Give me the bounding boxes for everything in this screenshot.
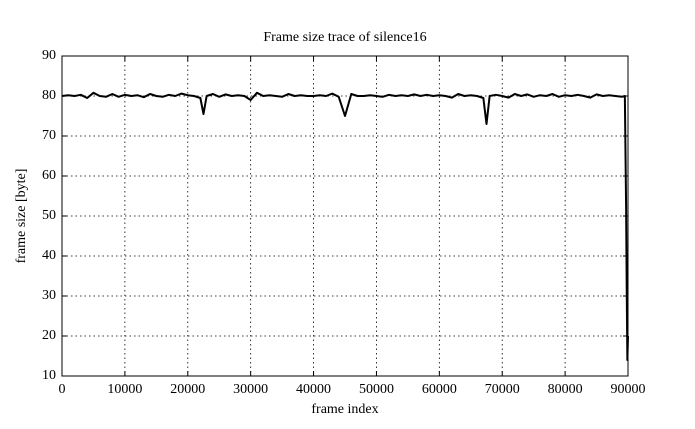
x-tick-label: 80000 [548, 382, 583, 397]
y-tick-label: 20 [42, 328, 56, 343]
x-axis-label: frame index [311, 402, 378, 417]
x-tick-label: 0 [59, 382, 66, 397]
chart-title: Frame size trace of silence16 [263, 30, 426, 45]
x-tick-label: 60000 [422, 382, 457, 397]
x-tick-label: 30000 [233, 382, 268, 397]
x-tick-label: 10000 [107, 382, 142, 397]
x-tick-label: 90000 [611, 382, 646, 397]
y-axis-label: frame size [byte] [14, 169, 29, 264]
y-tick-label: 80 [42, 88, 56, 103]
y-tick-label: 60 [42, 168, 56, 183]
y-tick-label: 90 [42, 48, 56, 63]
y-tick-label: 50 [42, 208, 56, 223]
y-tick-label: 40 [42, 248, 56, 263]
x-tick-label: 50000 [359, 382, 394, 397]
x-tick-label: 70000 [485, 382, 520, 397]
y-tick-label: 70 [42, 128, 56, 143]
x-tick-label: 40000 [296, 382, 331, 397]
x-tick-label: 20000 [170, 382, 205, 397]
y-tick-label: 10 [42, 368, 56, 383]
plot-frame [61, 55, 629, 377]
data-line [61, 91, 629, 361]
y-tick-label: 30 [42, 288, 56, 303]
